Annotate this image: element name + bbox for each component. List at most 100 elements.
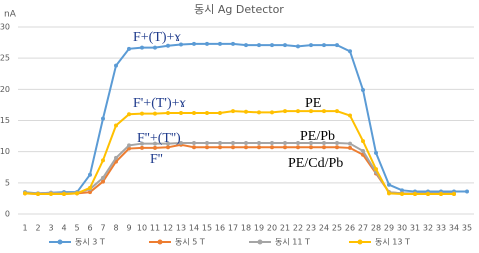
data-point	[309, 145, 313, 150]
data-point	[218, 41, 222, 46]
data-point	[283, 140, 287, 145]
x-tick-label: 13	[176, 224, 186, 233]
data-point	[205, 145, 209, 150]
x-tick-label: 22	[293, 224, 303, 233]
data-point	[231, 145, 235, 150]
data-point	[153, 111, 157, 116]
x-tick-label: 2	[35, 224, 40, 233]
chart-title: 동시 Ag Detector	[194, 3, 284, 16]
x-tick-label: 18	[241, 224, 251, 233]
data-point	[179, 140, 183, 145]
y-tick-label: 5	[5, 178, 10, 187]
data-point	[101, 179, 105, 184]
data-point	[270, 43, 274, 48]
data-point	[205, 41, 209, 46]
y-tick-label: 25	[0, 54, 10, 63]
legend-label: 동시 3 T	[75, 238, 105, 247]
x-tick-label: 24	[319, 224, 329, 233]
legend-marker	[257, 239, 263, 245]
data-point	[335, 145, 339, 150]
x-tick-label: 10	[137, 224, 147, 233]
x-tick-label: 1	[22, 224, 27, 233]
data-point	[36, 192, 40, 197]
annotation: F''	[150, 152, 163, 167]
x-tick-label: 12	[163, 224, 173, 233]
data-point	[88, 190, 92, 195]
x-tick-label: 8	[113, 224, 118, 233]
data-point	[322, 140, 326, 145]
x-tick-label: 19	[254, 224, 264, 233]
x-tick-label: 15	[202, 224, 212, 233]
legend-label: 동시 13 T	[375, 238, 410, 247]
data-point	[348, 145, 352, 150]
data-point	[348, 49, 352, 54]
y-tick-label: 20	[0, 85, 10, 94]
data-point	[322, 145, 326, 150]
data-point	[127, 46, 131, 51]
x-tick-label: 7	[100, 224, 105, 233]
data-point	[257, 145, 261, 150]
data-point	[153, 145, 157, 150]
data-point	[49, 192, 53, 197]
x-tick-label: 21	[280, 224, 290, 233]
legend-label: 동시 5 T	[175, 238, 205, 247]
x-tick-label: 4	[61, 224, 66, 233]
y-tick-label: 10	[0, 147, 10, 156]
x-tick-label: 31	[410, 224, 420, 233]
x-tick-label: 28	[371, 224, 381, 233]
data-point	[231, 140, 235, 145]
data-point	[296, 140, 300, 145]
data-point	[114, 123, 118, 128]
data-point	[374, 150, 378, 155]
data-point	[166, 43, 170, 48]
data-point	[244, 109, 248, 114]
x-tick-label: 16	[215, 224, 225, 233]
data-point	[257, 140, 261, 145]
annotation: F'+(T')+ɤ	[133, 96, 186, 111]
data-point	[218, 111, 222, 116]
data-point	[231, 109, 235, 114]
data-point	[192, 145, 196, 150]
data-point	[244, 43, 248, 48]
y-tick-label: 15	[0, 116, 10, 125]
data-point	[114, 155, 118, 160]
data-point	[400, 192, 404, 197]
x-tick-label: 34	[449, 224, 459, 233]
data-point	[140, 145, 144, 150]
data-point	[166, 111, 170, 116]
data-point	[270, 140, 274, 145]
data-point	[101, 116, 105, 121]
data-point	[231, 41, 235, 46]
data-point	[361, 139, 365, 144]
data-point	[335, 109, 339, 114]
y-tick-label: 0	[5, 210, 10, 219]
legend-label: 동시 11 T	[275, 238, 310, 247]
data-point	[166, 145, 170, 150]
data-point	[62, 192, 66, 197]
x-tick-label: 11	[150, 224, 160, 233]
data-point	[387, 191, 391, 196]
data-point	[192, 41, 196, 46]
data-point	[257, 43, 261, 48]
x-tick-label: 35	[462, 224, 472, 233]
data-point	[179, 111, 183, 116]
data-point	[127, 143, 131, 148]
data-point	[114, 63, 118, 68]
data-point	[179, 42, 183, 47]
data-point	[296, 145, 300, 150]
annotation: F+(T)+ɤ	[133, 30, 181, 45]
data-point	[192, 140, 196, 145]
x-tick-label: 3	[48, 224, 53, 233]
data-point	[413, 192, 417, 197]
data-point	[283, 109, 287, 114]
x-tick-label: 6	[87, 224, 92, 233]
data-point	[374, 167, 378, 172]
x-tick-label: 32	[423, 224, 433, 233]
data-point	[88, 172, 92, 177]
data-point	[309, 109, 313, 114]
x-tick-label: 17	[228, 224, 238, 233]
data-point	[426, 192, 430, 197]
data-point	[244, 140, 248, 145]
data-point	[218, 145, 222, 150]
data-point	[192, 111, 196, 116]
